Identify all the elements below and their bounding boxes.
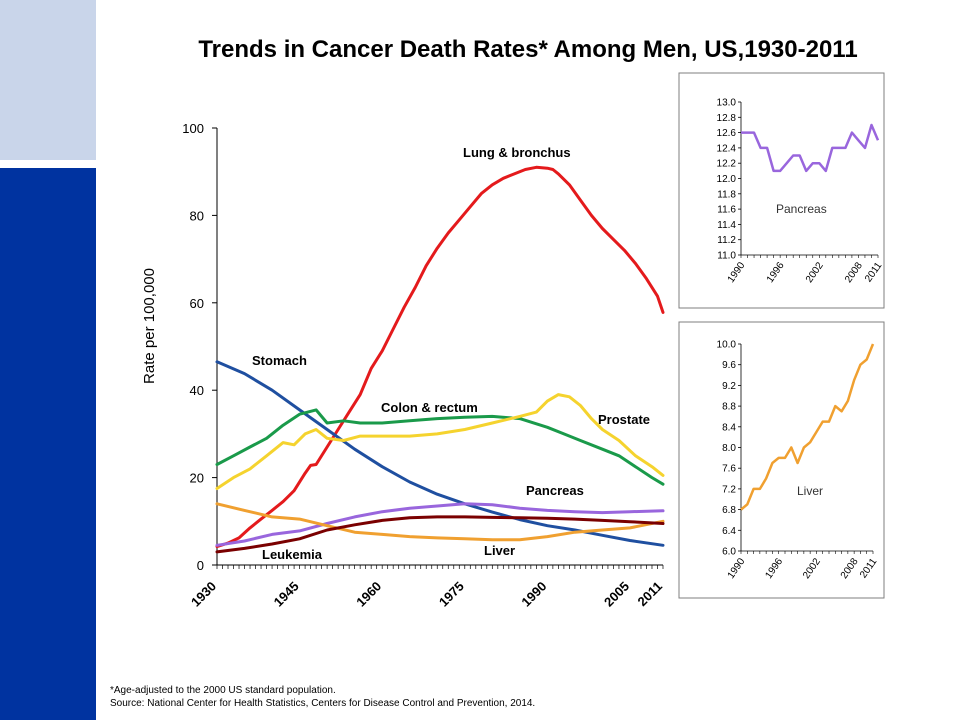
pancreas-inset-y-tick-label: 11.0: [717, 251, 736, 262]
liver-inset-x-tick-label: 2011: [858, 556, 880, 580]
series-line-liver: [215, 502, 665, 542]
liver-inset-y-tick-label: 6.4: [722, 526, 736, 537]
liver-inset-y-tick-label: 7.2: [722, 484, 736, 495]
pancreas-inset-y-tick-label: 11.8: [717, 189, 736, 200]
liver-inset-y-tick-label: 7.6: [722, 464, 736, 475]
pancreas-inset-y-tick-label: 12.0: [717, 174, 737, 185]
series-label-lung-bronchus: Lung & bronchus: [463, 145, 571, 160]
main-y-tick-label: 20: [190, 471, 204, 486]
liver-inset-y-tick-label: 6.8: [722, 505, 736, 516]
liver-inset-x-tick-label: 2002: [801, 556, 823, 581]
pancreas-inset-label: Pancreas: [776, 202, 827, 216]
main-y-tick-label: 100: [182, 121, 204, 136]
slide-title: Trends in Cancer Death Rates* Among Men,…: [198, 36, 858, 63]
liver-inset-frame: [678, 321, 885, 599]
decorative-side-band-dark: [0, 168, 96, 720]
liver-inset-y-tick-label: 10.0: [717, 340, 737, 351]
pancreas-inset-y-tick-label: 11.2: [717, 235, 736, 246]
liver-inset-y-tick-label: 9.2: [722, 381, 736, 392]
series-label-colon-rectum: Colon & rectum: [381, 400, 478, 415]
liver-inset-x-tick-label: 1996: [763, 556, 785, 581]
footnote-age-adjusted: *Age-adjusted to the 2000 US standard po…: [110, 685, 336, 696]
pancreas-inset-y-tick-label: 12.8: [717, 113, 737, 124]
series-label-leukemia: Leukemia: [262, 547, 323, 562]
series-line-colon-rectum: [215, 408, 665, 486]
pancreas-inset-y-tick-label: 11.6: [717, 205, 736, 216]
footnote-source: Source: National Center for Health Stati…: [110, 698, 536, 709]
pancreas-inset-y-tick-label: 12.2: [717, 159, 737, 170]
liver-inset-y-tick-label: 8.4: [722, 422, 736, 433]
pancreas-inset-y-tick-label: 12.6: [717, 128, 737, 139]
series-line-pancreas: [215, 502, 665, 547]
main-y-tick-label: 80: [190, 208, 204, 223]
liver-inset-label: Liver: [797, 484, 823, 498]
series-line-lung-bronchus: [215, 165, 665, 549]
liver-inset-y-tick-label: 9.6: [722, 360, 736, 371]
pancreas-inset-frame: [678, 72, 885, 309]
liver-inset-y-tick-label: 6.0: [722, 547, 736, 558]
series-line-leukemia: [215, 515, 665, 554]
liver-inset-y-tick-label: 8.8: [722, 402, 736, 413]
liver-inset-x-tick-label: 1990: [726, 556, 748, 581]
liver-inset-series-line: [740, 343, 875, 511]
series-label-prostate: Prostate: [598, 412, 650, 427]
series-line-prostate: [215, 393, 665, 490]
series-label-pancreas: Pancreas: [526, 483, 584, 498]
main-y-tick-label: 0: [197, 558, 204, 573]
pancreas-inset-y-tick-label: 11.4: [717, 220, 736, 231]
footnote: *Age-adjusted to the 2000 US standard po…: [110, 684, 535, 710]
pancreas-inset-y-tick-label: 13.0: [717, 98, 737, 109]
pancreas-inset-series-line: [741, 123, 880, 173]
main-y-axis-title: Rate per 100,000: [141, 268, 158, 384]
pancreas-inset-y-tick-label: 12.4: [717, 143, 737, 154]
liver-inset-x-tick-label: 2008: [839, 556, 861, 581]
main-y-tick-label: 40: [190, 383, 204, 398]
series-label-liver: Liver: [484, 543, 515, 558]
main-y-tick-label: 60: [190, 296, 204, 311]
decorative-side-band-light: [0, 0, 96, 160]
liver-inset-y-tick-label: 8.0: [722, 443, 736, 454]
series-label-stomach: Stomach: [252, 353, 307, 368]
